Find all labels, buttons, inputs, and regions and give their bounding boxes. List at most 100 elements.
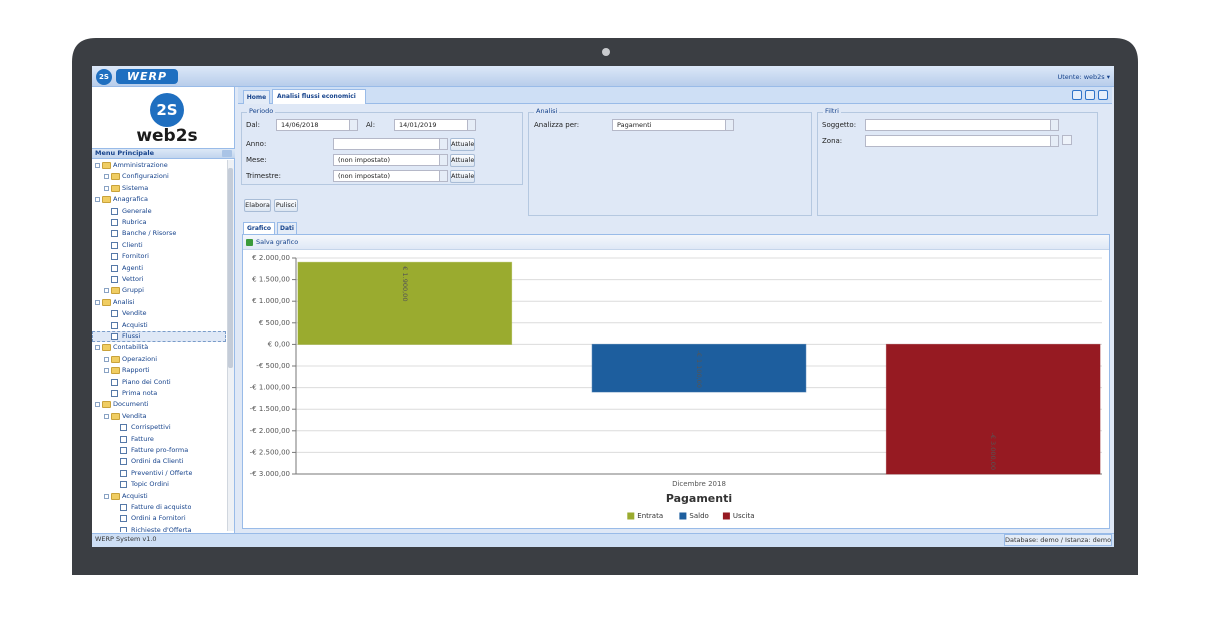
tree-toggle[interactable] <box>104 493 109 499</box>
current-button[interactable]: Attuale <box>450 138 475 151</box>
clear-button[interactable]: Pulisci <box>274 199 298 212</box>
process-button[interactable]: Elabora <box>244 199 271 212</box>
current-button[interactable]: Attuale <box>450 170 475 183</box>
combo-trigger[interactable] <box>349 119 358 131</box>
tree-item[interactable]: Fatture pro-forma <box>131 446 189 454</box>
combo-box[interactable]: (non impostato) <box>333 154 448 166</box>
folder-icon <box>111 412 120 420</box>
combo-trigger[interactable] <box>439 154 448 166</box>
tree-item[interactable]: Ordini da Clienti <box>131 457 184 466</box>
tree-item[interactable]: Prima nota <box>122 389 158 397</box>
tree-item[interactable]: Gruppi <box>122 286 144 295</box>
combo-trigger[interactable] <box>1050 135 1059 147</box>
tree-toggle[interactable] <box>104 185 109 191</box>
combo-trigger[interactable] <box>439 170 448 182</box>
tree-toggle[interactable] <box>104 413 109 419</box>
save-chart-button[interactable]: Salva grafico <box>256 238 299 246</box>
search-button[interactable] <box>1062 135 1072 145</box>
doc-icon <box>120 458 127 466</box>
tree-item[interactable]: Contabilità <box>113 343 149 352</box>
tree-item[interactable]: Generale <box>122 206 152 215</box>
status-bar <box>92 533 1114 547</box>
legend-swatch <box>679 512 687 520</box>
tree-item[interactable]: Banche / Risorse <box>122 229 177 238</box>
doc-icon <box>111 207 118 215</box>
doc-icon <box>120 526 127 532</box>
tab[interactable]: Home <box>243 90 270 104</box>
folder-icon <box>111 355 120 363</box>
y-tick-label: € 1.500,00 <box>252 276 290 284</box>
combo-trigger[interactable] <box>1050 119 1059 131</box>
tree-item[interactable]: Agenti <box>122 263 144 272</box>
tree-item[interactable]: Piano dei Conti <box>122 377 171 386</box>
combo-trigger[interactable] <box>467 119 476 131</box>
date-input[interactable]: 14/01/2019 <box>394 119 476 131</box>
tree-item[interactable]: Richieste d'Offerta <box>131 525 192 532</box>
doc-icon <box>120 424 127 432</box>
toolbar-icon[interactable] <box>1085 90 1095 100</box>
tree-item[interactable]: Preventivi / Offerte <box>131 468 193 477</box>
tree-item[interactable]: Analisi <box>113 297 135 306</box>
tree-item[interactable]: Acquisti <box>122 320 148 329</box>
tree-toggle[interactable] <box>95 197 100 203</box>
tree-item[interactable]: Vendita <box>122 411 147 420</box>
tree-item[interactable]: Topic Ordini <box>131 480 169 489</box>
date-input[interactable]: 14/06/2018 <box>276 119 358 131</box>
combo-trigger[interactable] <box>725 119 734 131</box>
combo-box[interactable] <box>865 135 1059 147</box>
tree-item[interactable]: Vettori <box>122 275 144 283</box>
tree-toggle[interactable] <box>104 174 109 180</box>
brand-name: web2s <box>136 127 198 146</box>
tree-item[interactable]: Anagrafica <box>113 195 148 204</box>
tree-toggle[interactable] <box>95 299 100 305</box>
tree-item[interactable]: Corrispettivi <box>131 423 171 432</box>
tree-toggle[interactable] <box>95 163 100 168</box>
tree-item[interactable]: Rubrica <box>122 218 147 226</box>
tree-toggle[interactable] <box>104 356 109 362</box>
number-input[interactable] <box>333 138 448 150</box>
chart-title: Pagamenti <box>666 492 732 505</box>
tree-item[interactable]: Sistema <box>122 183 149 192</box>
collapse-button[interactable] <box>222 150 232 157</box>
tree-toggle[interactable] <box>104 368 109 374</box>
tab-active[interactable]: Analisi flussi economici <box>272 89 366 104</box>
current-button[interactable]: Attuale <box>450 154 475 167</box>
y-tick-label: € 0,00 <box>268 340 290 348</box>
field-label: Soggetto: <box>822 121 857 129</box>
x-tick-label: Dicembre 2018 <box>672 480 726 488</box>
scrollbar-thumb[interactable] <box>228 168 233 368</box>
combo-box[interactable]: Pagamenti <box>612 119 734 131</box>
tree-item[interactable]: Amministrazione <box>113 161 168 169</box>
folder-icon <box>111 287 120 295</box>
combo-box[interactable]: (non impostato) <box>333 170 448 182</box>
bar <box>297 261 513 345</box>
fieldset <box>241 112 523 185</box>
combo-trigger[interactable] <box>439 138 448 150</box>
toolbar-icon[interactable] <box>1072 90 1082 100</box>
tree-item[interactable]: Flussi <box>122 332 141 340</box>
tree-item[interactable]: Fatture di acquisto <box>131 503 192 511</box>
save-icon[interactable] <box>246 239 253 246</box>
combo-box[interactable] <box>865 119 1059 131</box>
tree: Amministrazione Configurazioni Sistema Anag… <box>92 160 226 532</box>
tree-toggle[interactable] <box>95 345 100 351</box>
tree-item[interactable]: Fatture <box>131 434 154 443</box>
user-menu[interactable]: Utente: web2s ▾ <box>1057 73 1110 81</box>
bar <box>885 343 1101 475</box>
tree-toggle[interactable] <box>104 288 109 294</box>
tree-item[interactable]: Clienti <box>122 240 143 249</box>
tree-toggle[interactable] <box>95 402 100 408</box>
folder-icon <box>102 298 111 306</box>
doc-icon <box>120 447 127 454</box>
tree-item[interactable]: Vendite <box>122 309 147 318</box>
tree-item[interactable]: Configurazioni <box>122 172 169 181</box>
toolbar-icon[interactable] <box>1098 90 1108 100</box>
tree-item[interactable]: Rapporti <box>122 366 150 375</box>
tree-item[interactable]: Ordini a Fornitori <box>131 514 186 523</box>
view-tab-active[interactable]: Grafico <box>243 222 275 234</box>
tree-item[interactable]: Documenti <box>113 400 149 409</box>
tree-item[interactable]: Fornitori <box>122 252 149 261</box>
view-tab[interactable]: Dati <box>277 222 297 234</box>
tree-item[interactable]: Acquisti <box>122 491 148 500</box>
tree-item[interactable]: Operazioni <box>122 354 158 363</box>
